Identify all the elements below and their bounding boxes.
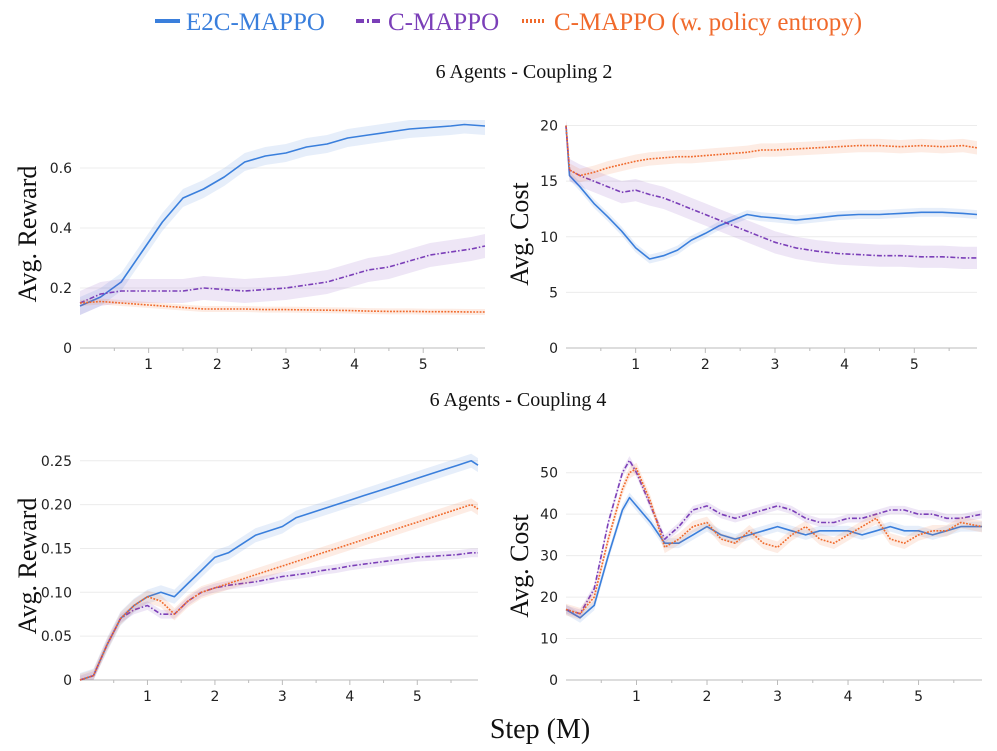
y-tick-label: 0.10 [41, 585, 72, 601]
chart-coupling-4-cost: 0 10 20 30 40 50 1 2 3 4 5 Avg. Cost [505, 456, 983, 705]
x-tick-label: 3 [278, 689, 287, 705]
panel-title-coupling-2: 6 Agents - Coupling 2 [436, 61, 613, 83]
series-line-e2c-mappo [565, 496, 982, 619]
x-tick-label: 5 [914, 689, 923, 705]
y-tick-label: 20 [540, 119, 558, 135]
y-tick-label: 0.6 [50, 161, 72, 177]
y-tick-label: 0.25 [41, 454, 72, 470]
band-c-mappo-w-policy-entropy [566, 462, 982, 620]
y-tick-label: 0.05 [41, 629, 72, 645]
chart-coupling-4-reward: 0 0.05 0.10 0.15 0.20 0.25 1 2 3 4 5 Avg. Reward [13, 453, 479, 705]
x-tick-label: 1 [144, 357, 153, 373]
y-tick-label: 0.15 [41, 541, 72, 557]
y-axis-label: Avg. Reward [13, 166, 42, 303]
chart-coupling-2-cost: 0 5 10 15 20 1 2 3 4 5 Avg. Cost [505, 119, 978, 373]
legend-label-c-mappo-entropy: C-MAPPO (w. policy entropy) [554, 9, 862, 36]
band-e2c-mappo [80, 453, 478, 680]
legend-label-e2c-mappo: E2C-MAPPO [186, 9, 325, 36]
x-tick-label: 4 [345, 689, 354, 705]
series-line-c-mappo-w-policy-entropy [79, 300, 485, 313]
y-tick-label: 10 [540, 632, 558, 648]
y-tick-label: 0 [63, 341, 72, 357]
x-tick-label: 2 [703, 689, 712, 705]
series-line-c-mappo-w-policy-entropy [79, 503, 479, 681]
y-tick-label: 30 [540, 549, 558, 565]
legend: E2C-MAPPO C-MAPPO C-MAPPO (w. policy ent… [155, 9, 862, 36]
y-tick-label: 40 [540, 507, 558, 523]
series-line-c-mappo [565, 459, 983, 615]
series-line-e2c-mappo [79, 123, 486, 307]
band-c-mappo [80, 548, 478, 680]
y-tick-label: 20 [540, 590, 558, 606]
legend-label-c-mappo: C-MAPPO [388, 9, 499, 36]
x-tick-label: 3 [773, 689, 782, 705]
chart-coupling-2-reward: 0 0.2 0.4 0.6 1 2 3 4 5 Avg. Reward [13, 120, 486, 373]
band-c-mappo-w-policy-entropy [566, 120, 977, 183]
series-line-c-mappo [565, 125, 977, 259]
y-tick-label: 0 [63, 673, 72, 689]
x-tick-label: 5 [419, 357, 428, 373]
band-e2c-mappo [80, 120, 485, 315]
x-tick-label: 2 [701, 357, 710, 373]
band-c-mappo-w-policy-entropy [80, 498, 478, 680]
series-line-c-mappo [79, 552, 478, 681]
y-tick-label: 5 [549, 285, 558, 301]
y-tick-label: 15 [540, 174, 558, 190]
y-tick-label: 0 [549, 673, 558, 689]
x-tick-label: 2 [213, 357, 222, 373]
y-axis-label: Avg. Cost [505, 181, 534, 285]
series-line-c-mappo-w-policy-entropy [565, 125, 978, 177]
y-tick-label: 0.2 [50, 281, 72, 297]
series-line-c-mappo-w-policy-entropy [565, 467, 983, 615]
x-tick-label: 4 [840, 357, 849, 373]
y-tick-label: 50 [540, 466, 558, 482]
x-tick-label: 3 [281, 357, 290, 373]
y-tick-label: 0 [549, 341, 558, 357]
x-tick-label: 5 [910, 357, 919, 373]
panel-title-coupling-4: 6 Agents - Coupling 4 [430, 389, 607, 411]
y-tick-label: 0.20 [41, 498, 72, 514]
y-tick-label: 0.4 [50, 221, 72, 237]
x-tick-label: 2 [210, 689, 219, 705]
y-axis-label: Avg. Cost [505, 513, 534, 617]
y-axis-label: Avg. Reward [13, 498, 42, 635]
series-line-e2c-mappo [565, 125, 978, 260]
x-tick-label: 4 [350, 357, 359, 373]
x-tick-label: 1 [631, 357, 640, 373]
x-tick-label: 1 [143, 689, 152, 705]
x-tick-label: 1 [632, 689, 641, 705]
x-tick-label: 3 [771, 357, 780, 373]
y-tick-label: 10 [540, 230, 558, 246]
band-c-mappo [80, 234, 485, 315]
series-line-c-mappo [79, 245, 486, 304]
x-tick-label: 4 [844, 689, 853, 705]
x-axis-label: Step (M) [490, 714, 590, 745]
x-tick-label: 5 [413, 689, 422, 705]
